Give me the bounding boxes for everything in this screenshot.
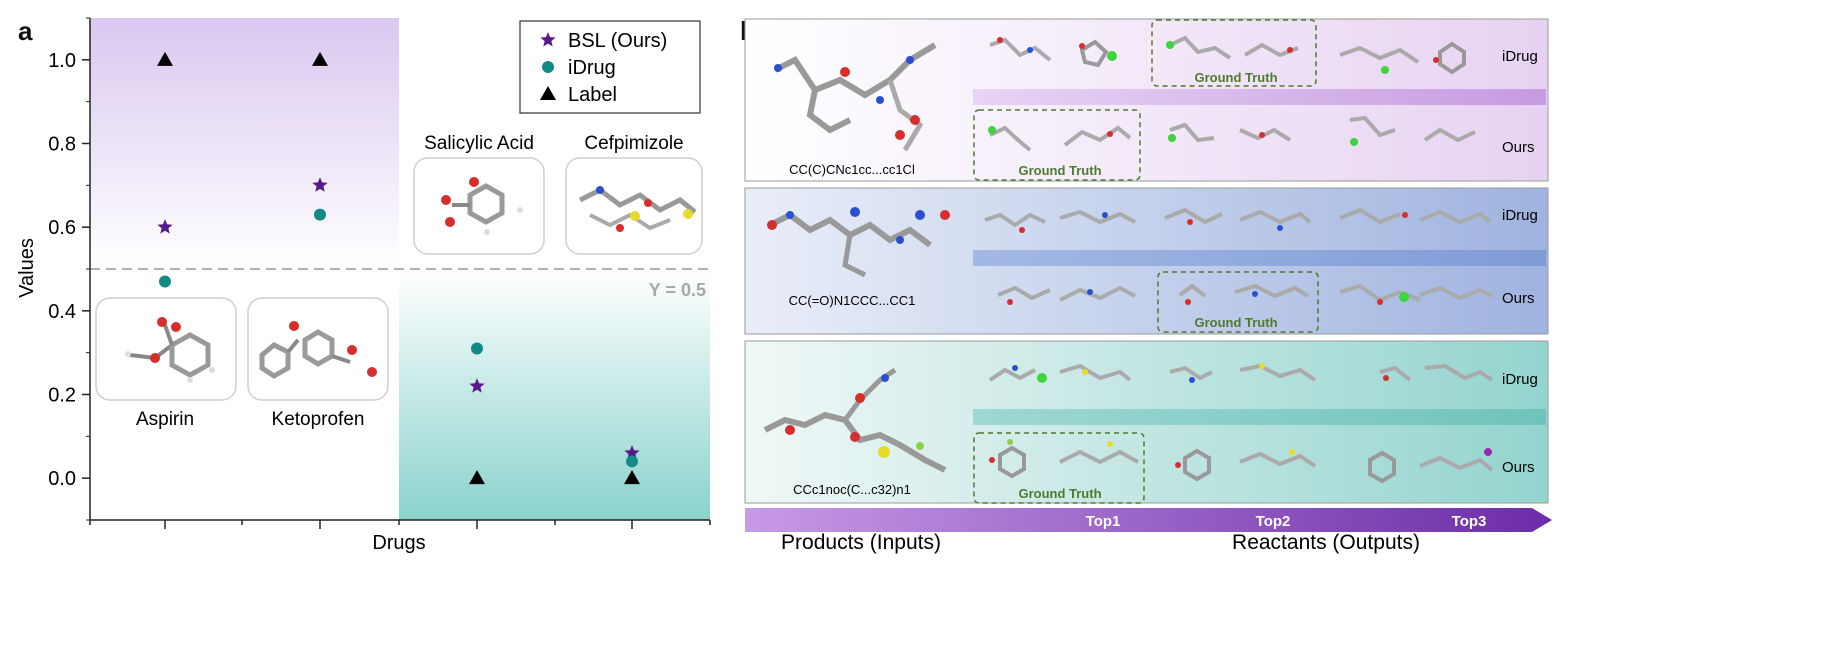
- legend-label-2: Label: [568, 84, 617, 106]
- row-1-ground-truth-label: Ground Truth: [1194, 70, 1277, 85]
- row-3-top-label: iDrug: [1502, 371, 1538, 388]
- y-tick-label: 0.2: [48, 385, 76, 407]
- legend-label-1: iDrug: [568, 57, 616, 79]
- molecule-card-salicylic-acid: [413, 157, 545, 255]
- legend-marker-2: [540, 86, 556, 100]
- point-label-3: [624, 470, 640, 485]
- label-salicylic-acid: Salicylic Acid: [424, 133, 534, 154]
- row-2-ground-truth: Ground Truth: [1157, 271, 1319, 333]
- row-2-smiles: CC(=O)N1CCC...CC1: [789, 293, 916, 308]
- row-3-product-molecule-icon: [763, 367, 947, 473]
- y-tick-label: 0.8: [48, 134, 76, 156]
- arrow-top2-label: Top2: [1256, 513, 1291, 530]
- row-3-idrug-molecules-icon: [988, 363, 1494, 383]
- row-3-smiles: CCc1noc(C...c32)n1: [793, 482, 911, 497]
- point-idrug-0: [159, 275, 171, 288]
- row-2-ours-molecules-icon: [997, 283, 1493, 305]
- point-idrug-2: [471, 342, 483, 355]
- label-ketoprofen: Ketoprofen: [272, 409, 365, 430]
- data-marks: [157, 51, 640, 485]
- row-1-ground-truth-top: Ground Truth: [1151, 19, 1317, 87]
- row-2-top-label: iDrug: [1502, 207, 1538, 224]
- lower-region: [399, 269, 710, 520]
- point-idrug-1: [314, 208, 326, 221]
- row-1-idrug-molecules-icon: [989, 37, 1466, 75]
- row-3-divider-bar: [973, 409, 1546, 425]
- molecule-card-aspirin: [95, 297, 237, 401]
- row-2-bottom-label: Ours: [1502, 290, 1535, 307]
- legend-marker-1: [542, 61, 554, 73]
- row-3-ours-molecules-icon: [1175, 448, 1494, 484]
- row-2-ground-truth-label: Ground Truth: [1194, 315, 1277, 330]
- row-2: CC(=O)N1CCC...CC1 iDrug: [744, 187, 1549, 335]
- footer-outputs-label: Reactants (Outputs): [1232, 531, 1420, 554]
- row-1-bottom-label: Ours: [1502, 139, 1535, 156]
- row-1-product-molecule-icon: [773, 42, 937, 152]
- row-1-smiles: CC(C)CNc1cc...cc1Cl: [789, 162, 915, 177]
- row-1-top-label: iDrug: [1502, 48, 1538, 65]
- row-2-idrug-molecules-icon: [984, 207, 1492, 233]
- upper-region: [90, 18, 399, 269]
- y-tick-label: 0.6: [48, 217, 76, 239]
- point-label-0: [157, 51, 173, 66]
- legend-marker-0: [540, 32, 556, 47]
- axes: 0.0 0.2 0.4 0.6 0.8 1.0: [48, 17, 711, 529]
- x-axis-label: Drugs: [372, 532, 425, 554]
- point-bsl-ours-2: [469, 378, 485, 393]
- arrow-top3-label: Top3: [1452, 513, 1487, 530]
- row-1-divider-bar: [973, 89, 1546, 105]
- point-idrug-3: [626, 455, 638, 468]
- panel-b: CC(C)CNc1cc...cc1Cl Ground Truth: [744, 18, 1552, 554]
- row-1-ground-truth-label-2: Ground Truth: [1018, 163, 1101, 178]
- point-bsl-ours-0: [157, 219, 173, 234]
- y-tick-label: 1.0: [48, 50, 76, 72]
- legend-label-0: BSL (Ours): [568, 30, 667, 52]
- row-3: CCc1noc(C...c32)n1 iDrug: [744, 340, 1549, 504]
- molecule-card-ketoprofen: [247, 297, 389, 401]
- row-3-ground-truth-label: Ground Truth: [1018, 486, 1101, 501]
- row-2-divider-bar: [973, 250, 1546, 266]
- point-label-1: [312, 51, 328, 66]
- point-bsl-ours-3: [624, 445, 640, 460]
- label-aspirin: Aspirin: [136, 409, 194, 430]
- point-bsl-ours-1: [312, 177, 328, 192]
- y-tick-label: 0.4: [48, 301, 76, 323]
- row-3-ground-truth: Ground Truth: [973, 432, 1145, 504]
- row-2-product-molecule-icon: [767, 207, 950, 278]
- footer-inputs-label: Products (Inputs): [781, 531, 941, 554]
- threshold-label: Y = 0.5: [649, 280, 706, 300]
- label-cefpimizole: Cefpimizole: [584, 133, 683, 154]
- molecule-card-cefpimizole: [565, 157, 703, 255]
- aspirin-molecule-icon: [125, 317, 215, 383]
- y-tick-label: 0.0: [48, 468, 76, 490]
- ketoprofen-molecule-icon: [259, 321, 377, 379]
- legend: BSL (Ours) iDrug Label: [519, 20, 701, 114]
- row-1-ground-truth-bottom: Ground Truth: [973, 109, 1141, 181]
- salicylic-acid-molecule-icon: [441, 177, 523, 235]
- point-label-2: [469, 470, 485, 485]
- y-axis-label: Values: [16, 238, 38, 298]
- row-1: CC(C)CNc1cc...cc1Cl Ground Truth: [744, 18, 1549, 182]
- panel-a-chart: Y = 0.5: [16, 17, 711, 554]
- cefpimizole-molecule-icon: [578, 186, 697, 232]
- row-3-bottom-label: Ours: [1502, 459, 1535, 476]
- progress-arrow: Top1 Top2 Top3: [745, 508, 1552, 532]
- panel-a-label: a: [18, 16, 33, 46]
- row-1-ours-molecules-icon: [1168, 115, 1476, 146]
- arrow-top1-label: Top1: [1086, 513, 1121, 530]
